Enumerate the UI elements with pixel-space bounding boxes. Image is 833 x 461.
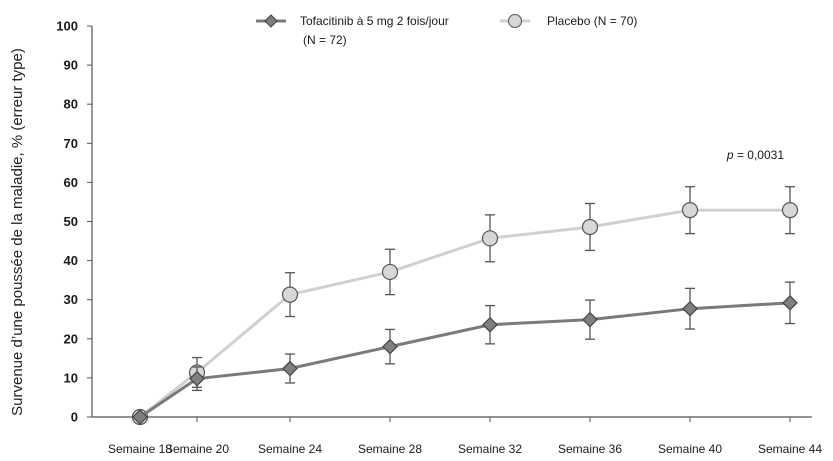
data-point xyxy=(782,294,798,311)
x-tick-label: Semaine 40 xyxy=(658,442,722,456)
series-line xyxy=(139,301,791,419)
legend: Tofacitinib à 5 mg 2 fois/jour (N = 72) Pl… xyxy=(256,13,637,47)
y-tick-label: 0 xyxy=(71,410,78,425)
x-tick-label: Semaine 28 xyxy=(358,442,422,456)
y-tick-label: 100 xyxy=(56,19,78,34)
x-tick-label: Semaine 18 xyxy=(108,442,172,456)
y-tick-label: 90 xyxy=(64,58,78,73)
legend-label-tofacitinib-n: (N = 72) xyxy=(303,33,347,47)
x-tick-label: Semaine 44 xyxy=(758,442,822,456)
y-tick-label: 80 xyxy=(64,97,78,112)
p-value-annotation: p = 0,0031 xyxy=(726,148,784,162)
legend-marker-placebo xyxy=(507,13,523,29)
x-tick-label: Semaine 24 xyxy=(258,442,322,456)
data-point xyxy=(381,263,399,281)
series-layer xyxy=(131,186,799,426)
y-tick-label: 10 xyxy=(64,370,78,385)
data-point xyxy=(132,409,148,425)
y-tick-label: 30 xyxy=(64,292,78,307)
y-tick-label: 40 xyxy=(64,253,78,268)
data-point xyxy=(682,300,698,317)
data-point xyxy=(681,202,699,219)
x-tick-label: Semaine 36 xyxy=(558,442,622,456)
data-point xyxy=(582,311,598,328)
p-symbol: p xyxy=(726,148,734,162)
data-point xyxy=(189,370,205,387)
series-tofacitinib xyxy=(132,281,798,425)
y-tick-label: 70 xyxy=(64,136,78,151)
y-axis: 0 10 20 30 40 50 60 70 80 90 100 xyxy=(56,19,93,425)
p-value: = 0,0031 xyxy=(734,148,785,162)
data-point xyxy=(581,218,599,236)
legend-marker-tofacitinib xyxy=(264,14,278,28)
y-axis-label: Survenue d’une poussée de la maladie, % … xyxy=(9,48,26,416)
data-point xyxy=(282,360,298,377)
data-point xyxy=(481,230,499,247)
y-tick-label: 50 xyxy=(64,214,78,229)
x-tick-label: Semaine 32 xyxy=(458,442,522,456)
legend-label-placebo: Placebo (N = 70) xyxy=(547,14,637,28)
y-tick-label: 20 xyxy=(64,331,78,346)
series-placebo xyxy=(131,186,799,426)
data-point xyxy=(482,316,498,333)
data-point xyxy=(281,286,299,303)
y-tick-label: 60 xyxy=(64,175,78,190)
x-tick-label: Semaine 20 xyxy=(165,442,229,456)
data-point xyxy=(781,202,799,219)
data-point xyxy=(382,338,398,355)
legend-label-tofacitinib: Tofacitinib à 5 mg 2 fois/jour xyxy=(300,14,449,28)
series-line xyxy=(139,208,790,419)
